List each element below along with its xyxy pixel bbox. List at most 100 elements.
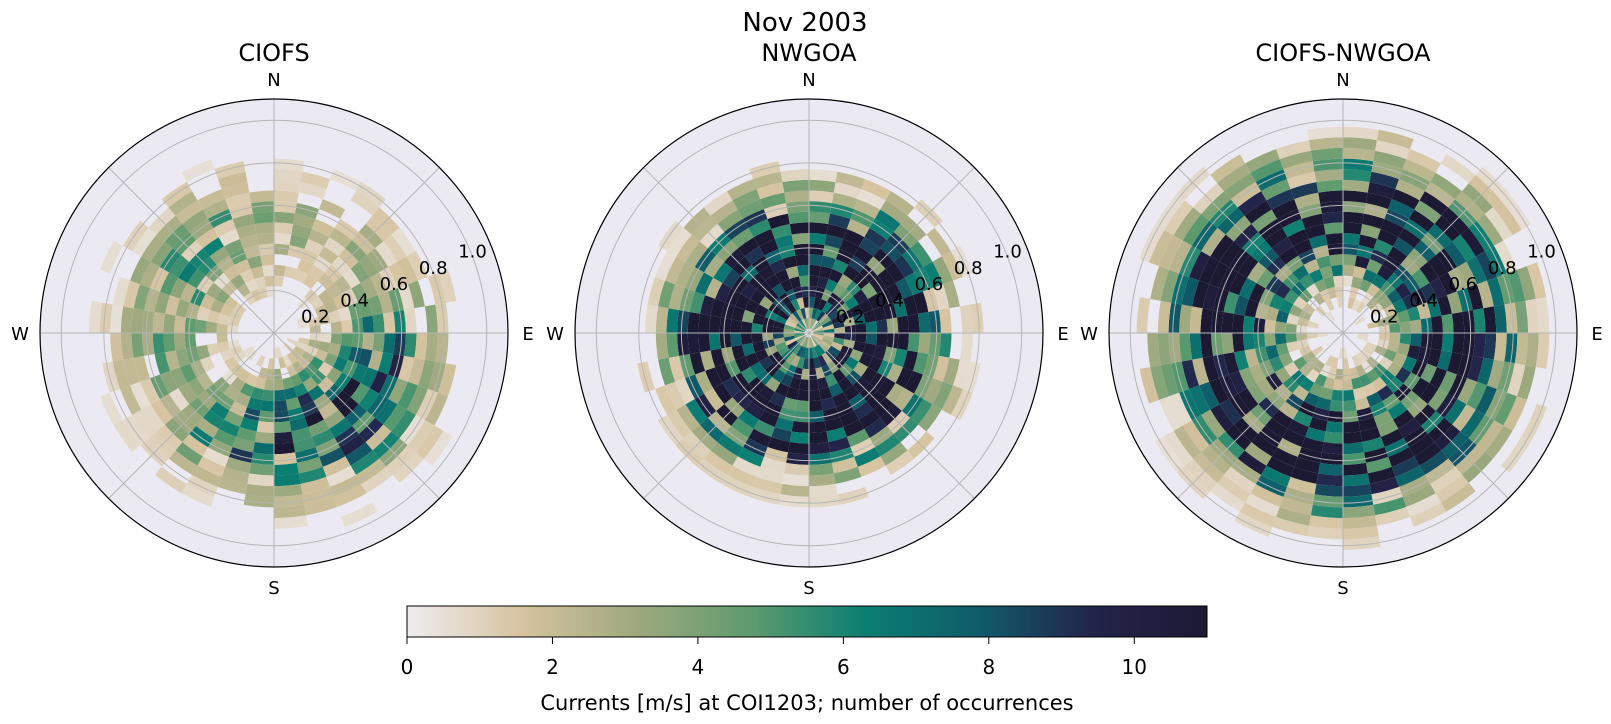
histogram-bin: [208, 209, 233, 228]
histogram-bin: [361, 466, 393, 494]
histogram-bin: [1336, 296, 1343, 308]
histogram-bin: [224, 239, 244, 256]
histogram-bin: [794, 327, 806, 333]
histogram-bin: [812, 327, 824, 333]
histogram-bin: [407, 420, 435, 452]
histogram-bin: [393, 333, 406, 356]
histogram-bin: [1159, 235, 1183, 270]
histogram-bin: [843, 264, 860, 281]
histogram-bin: [772, 326, 784, 333]
histogram-bin: [970, 302, 984, 333]
histogram-bin: [202, 199, 229, 219]
histogram-bin: [786, 316, 798, 326]
histogram-bin: [675, 261, 695, 288]
histogram-bin: [1303, 259, 1320, 275]
histogram-bin: [1516, 266, 1536, 301]
histogram-bin: [1173, 207, 1202, 241]
histogram-bin: [821, 320, 833, 328]
histogram-bin: [186, 346, 201, 364]
histogram-bin: [809, 483, 838, 497]
histogram-bin: [317, 289, 333, 305]
histogram-bin: [397, 284, 415, 311]
histogram-bin: [1483, 306, 1497, 333]
histogram-bin: [1266, 189, 1295, 210]
histogram-bin: [932, 284, 950, 311]
histogram-bin: [907, 333, 920, 353]
histogram-bin: [814, 309, 822, 321]
histogram-bin: [809, 337, 812, 348]
histogram-bin: [1410, 333, 1422, 347]
histogram-bin: [749, 486, 781, 505]
histogram-bin: [367, 350, 383, 371]
histogram-bin: [700, 295, 716, 316]
histogram-bin: [1269, 293, 1285, 310]
histogram-bin: [825, 279, 838, 293]
histogram-bin: [1466, 284, 1484, 311]
colorbar-ticks: 0 2 4 6 8 10: [401, 637, 1147, 679]
histogram-bin: [293, 213, 316, 230]
histogram-bin: [1324, 355, 1335, 367]
histogram-bin: [1150, 266, 1170, 301]
histogram-bin: [274, 275, 284, 287]
histogram-bin: [223, 264, 240, 281]
histogram-bin: [274, 222, 294, 235]
histogram-bin: [175, 200, 203, 224]
histogram-bin: [196, 344, 211, 360]
histogram-bin: [801, 336, 808, 347]
histogram-bin: [1319, 386, 1334, 401]
histogram-bin: [1475, 251, 1497, 281]
histogram-bin: [99, 302, 113, 333]
histogram-bin: [224, 296, 239, 310]
histogram-bin: [358, 388, 380, 411]
histogram-bin: [1321, 441, 1343, 455]
histogram-bin: [750, 361, 766, 377]
histogram-bin: [1318, 462, 1343, 476]
histogram-bin: [309, 296, 324, 310]
histogram-bin: [804, 307, 809, 319]
histogram-bin: [874, 434, 901, 457]
histogram-bin: [665, 256, 686, 285]
histogram-bin: [286, 364, 298, 377]
histogram-bin: [1351, 376, 1363, 390]
histogram-bin: [809, 400, 823, 412]
histogram-bin: [872, 344, 887, 360]
histogram-bin: [1376, 129, 1414, 150]
histogram-bin: [799, 379, 809, 391]
histogram-bin: [809, 243, 825, 256]
histogram-bin: [175, 442, 203, 466]
histogram-bin: [816, 344, 826, 356]
histogram-bin: [1182, 420, 1210, 452]
histogram-bin: [1504, 333, 1518, 364]
histogram-bin: [1526, 262, 1547, 300]
histogram-bin: [1244, 442, 1272, 466]
angular-gridline: [273, 332, 440, 499]
histogram-bin: [372, 333, 385, 353]
histogram-bin: [796, 297, 805, 310]
histogram-bin: [326, 465, 356, 487]
histogram-bin: [221, 182, 250, 200]
histogram-bin: [298, 182, 327, 200]
histogram-bin: [719, 333, 732, 349]
histogram-bin: [1298, 401, 1317, 417]
histogram-bin: [655, 306, 669, 333]
histogram-bin: [843, 229, 865, 247]
histogram-bin: [254, 222, 274, 235]
histogram-bin: [857, 456, 886, 477]
histogram-bin: [677, 310, 690, 333]
histogram-bin: [302, 376, 318, 392]
histogram-bin: [822, 324, 835, 331]
histogram-bin: [1301, 213, 1324, 230]
histogram-bin: [809, 336, 815, 348]
histogram-bin: [1377, 385, 1394, 402]
histogram-bin: [1179, 304, 1193, 333]
histogram-bin: [1392, 409, 1415, 429]
radial-tick-label: 0.2: [301, 307, 330, 328]
histogram-bin: [1264, 333, 1276, 347]
histogram-bin: [1406, 149, 1441, 173]
histogram-bin: [337, 344, 352, 360]
histogram-bin: [1282, 219, 1306, 238]
histogram-bin: [780, 279, 793, 293]
colorbar-tick-label: 6: [837, 655, 850, 679]
histogram-bin: [793, 410, 809, 423]
